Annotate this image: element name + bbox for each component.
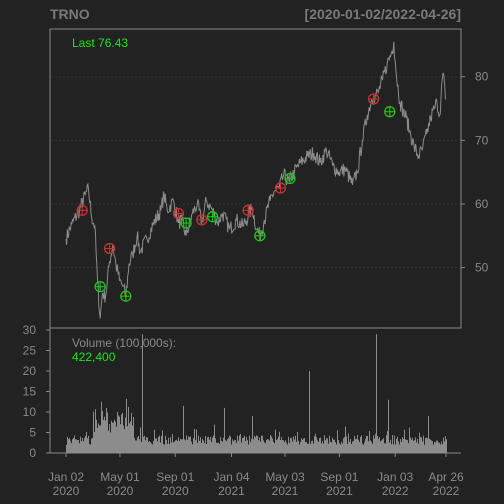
chart-symbol-title: TRNO (50, 6, 90, 22)
sell-marker (274, 182, 287, 194)
x-tick-label-year: 2021 (272, 484, 299, 498)
buy-marker (120, 290, 132, 302)
volume-tick-label: 5 (29, 426, 36, 440)
x-tick-label-year: 2020 (53, 484, 80, 498)
sell-marker (242, 204, 254, 216)
price-tick-label: 70 (475, 133, 489, 147)
price-tick-label: 50 (475, 261, 489, 275)
x-tick-label-month: May 03 (265, 470, 305, 484)
volume-label: Volume (100,000s): (72, 336, 176, 350)
buy-marker (284, 172, 296, 185)
x-tick-label-year: 2022 (433, 484, 460, 498)
price-tick-label: 80 (475, 70, 489, 84)
sell-marker (103, 242, 116, 255)
sell-marker (367, 93, 380, 105)
volume-tick-label: 30 (23, 323, 37, 337)
volume-value: 422,400 (72, 350, 116, 364)
volume-axis: 0 5 10 15 20 25 30 (23, 323, 50, 460)
volume-tick-label: 25 (23, 344, 37, 358)
buy-marker (180, 217, 192, 229)
x-tick-label-month: Sep 01 (156, 470, 194, 484)
x-tick-label-year: 2021 (218, 484, 245, 498)
buy-marker (254, 230, 266, 242)
x-tick-label-month: Apr 26 (428, 470, 464, 484)
x-tick-label-month: Sep 01 (320, 470, 358, 484)
volume-tick-label: 15 (23, 385, 37, 399)
sell-marker (196, 214, 208, 226)
x-tick-label-year: 2020 (107, 484, 134, 498)
chart-date-range: [2020-01-02/2022-04-26] (305, 6, 461, 22)
x-tick-label-year: 2022 (382, 484, 409, 498)
last-price-label: Last 76.43 (72, 36, 128, 50)
buy-marker (94, 280, 106, 293)
volume-tick-label: 0 (29, 446, 36, 460)
x-tick-label-month: Jan 03 (377, 470, 413, 484)
buy-marker (206, 211, 219, 223)
price-gridlines (51, 76, 460, 269)
x-tick-label-month: Jan 02 (48, 470, 84, 484)
price-axis: 50 60 70 80 (461, 70, 489, 275)
buy-marker (384, 106, 396, 118)
price-tick-label: 60 (475, 197, 489, 211)
x-tick-label-year: 2021 (326, 484, 353, 498)
volume-bars (66, 334, 447, 453)
price-series-line (65, 41, 447, 319)
volume-tick-label: 20 (23, 364, 37, 378)
sell-marker (172, 207, 185, 220)
x-tick-label-month: May 01 (100, 470, 140, 484)
volume-tick-label: 10 (23, 405, 37, 419)
sell-marker (76, 204, 88, 216)
x-tick-label-month: Jan 04 (213, 470, 249, 484)
trade-markers (76, 93, 396, 302)
x-tick-label-year: 2020 (162, 484, 189, 498)
